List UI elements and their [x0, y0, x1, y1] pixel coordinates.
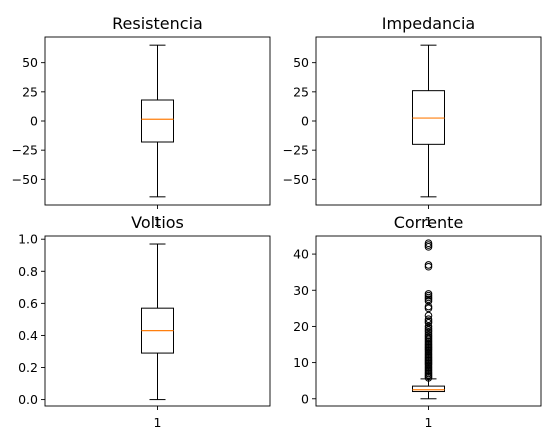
subplot-title: Resistencia: [112, 14, 203, 33]
outlier-point: [424, 261, 433, 269]
y-tick-label: 25: [293, 84, 309, 99]
x-tick-label: 1: [425, 415, 433, 430]
outlier-point: [424, 322, 433, 331]
subplot-1: Resistencia 50 25 0 −25 −50 1: [12, 14, 271, 229]
x-tick-label: 1: [154, 415, 162, 430]
y-tick-label: 0.0: [18, 392, 38, 407]
y-tick-label: 0.4: [18, 328, 38, 343]
y-tick-label: 0: [30, 114, 38, 129]
y-tick-label: 0.6: [18, 296, 38, 311]
iqr-box: [412, 385, 445, 393]
iqr-box: [141, 99, 174, 143]
y-tick-label: 30: [293, 283, 309, 298]
y-tick-label: −50: [12, 172, 38, 187]
outlier-point: [424, 302, 433, 311]
outlier-point: [424, 315, 433, 323]
x-tick-label: 1: [154, 214, 162, 229]
outlier-point: [424, 290, 433, 298]
y-tick-label: 40: [293, 247, 309, 262]
y-tick-label: −25: [283, 143, 309, 158]
y-tick-label: 20: [293, 319, 309, 334]
y-tick-label: 10: [293, 355, 309, 370]
outlier-point: [424, 239, 433, 248]
y-tick-label: 1.0: [18, 232, 38, 247]
subplot-title: Corrente: [394, 213, 464, 232]
y-tick-label: 0.2: [18, 360, 38, 375]
y-tick-label: 0: [301, 391, 309, 406]
subplot-4: Corrente 40 30 20 10 0 1: [293, 213, 542, 430]
y-tick-label: 0: [301, 114, 309, 129]
subplot-2: Impedancia 50 25 0 −25 −50 1: [283, 14, 542, 229]
y-tick-label: 25: [22, 84, 38, 99]
y-tick-label: 0.8: [18, 264, 38, 279]
y-tick-label: 50: [22, 55, 38, 70]
subplot-title: Voltios: [131, 213, 184, 232]
subplot-3: Voltios 1.0 0.8 0.6 0.4 0.2 0.0 1: [18, 213, 271, 430]
y-tick-label: −25: [12, 143, 38, 158]
y-tick-label: −50: [283, 172, 309, 187]
y-tick-label: 50: [293, 55, 309, 70]
outlier-point: [424, 311, 433, 320]
x-tick-label: 1: [425, 214, 433, 229]
subplot-title: Impedancia: [382, 14, 475, 33]
